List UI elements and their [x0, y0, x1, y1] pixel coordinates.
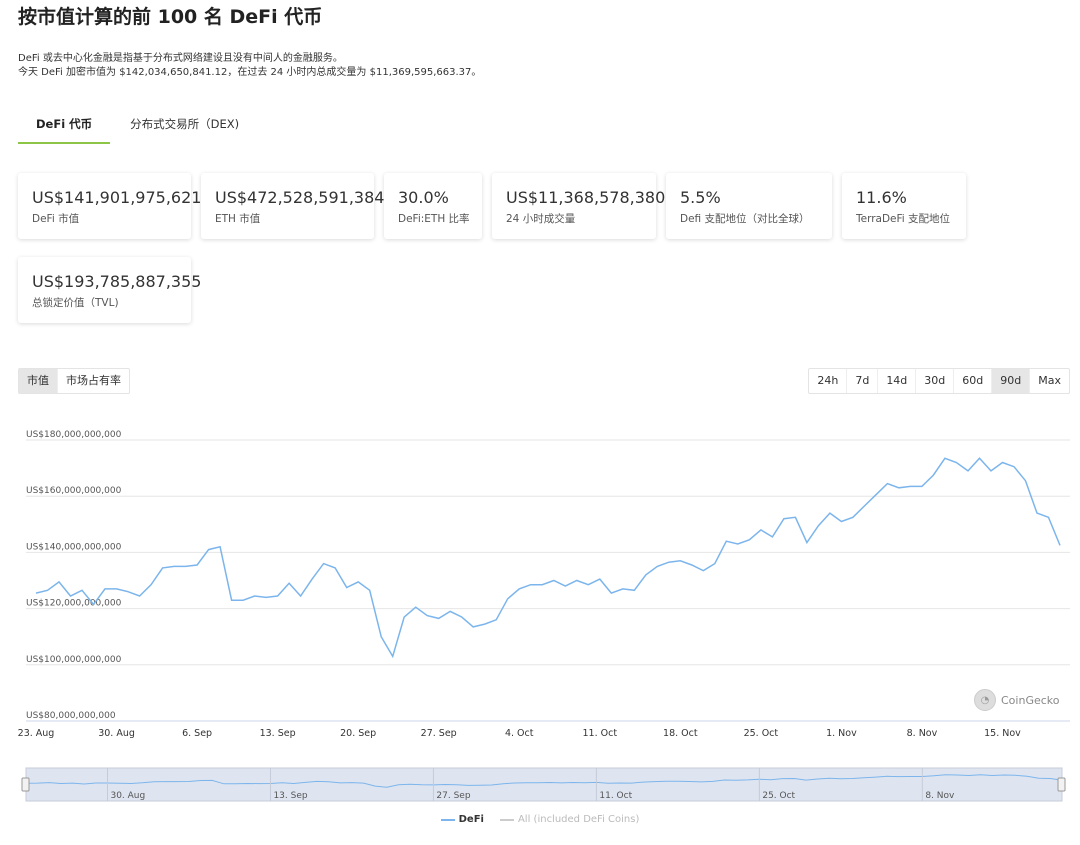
y-tick-label: US$100,000,000,000 [26, 655, 122, 665]
stat-label: ETH 市值 [215, 213, 261, 225]
stat-card-24h-volume: US$11,368,578,380 24 小时成交量 [492, 173, 666, 239]
navigator-label: 27. Sep [436, 791, 470, 801]
stat-label: Defi 支配地位（对比全球） [680, 213, 810, 225]
stat-value: US$141,901,975,621 [32, 188, 202, 207]
chart-tab-market-share[interactable]: 市场占有率 [66, 374, 121, 387]
legend-label: All (included DeFi Coins) [517, 814, 640, 825]
x-tick-label: 23. Aug [18, 728, 55, 739]
tab-defi-tokens[interactable]: DeFi 代币 [18, 108, 111, 144]
x-tick-label: 13. Sep [260, 728, 296, 739]
x-tick-label: 20. Sep [340, 728, 376, 739]
watermark-text: CoinGecko [1001, 693, 1060, 707]
x-tick-label: 8. Nov [907, 728, 938, 739]
stat-label: 总锁定价值（TVL) [32, 297, 119, 309]
navigator-label: 25. Oct [762, 791, 795, 801]
chart-tab-market-cap[interactable]: 市值 [19, 369, 58, 393]
chart-type-toggle: 市值 市场占有率 [18, 368, 130, 394]
x-tick-label: 1. Nov [826, 728, 857, 739]
legend-item-all[interactable]: All (included DeFi Coins) [499, 814, 640, 825]
stat-card-tvl: US$193,785,887,355 总锁定价值（TVL) [18, 257, 202, 323]
stat-label: 24 小时成交量 [506, 213, 576, 225]
stat-card-defi-eth-ratio: 30.0% DeFi:ETH 比率 [384, 173, 482, 239]
navigator-handle-left[interactable] [21, 777, 30, 792]
navigator-label: 30. Aug [110, 791, 145, 801]
legend-line-icon [499, 818, 514, 821]
navigator-label: 13. Sep [273, 791, 307, 801]
stat-value: 5.5% [680, 188, 721, 207]
description-line-2: 今天 DeFi 加密市值为 $142,034,650,841.12，在过去 24… [18, 67, 482, 78]
y-tick-label: US$180,000,000,000 [26, 430, 122, 440]
range-30d-button[interactable]: 30d [916, 369, 955, 393]
page-title: 按市值计算的前 100 名 DeFi 代币 [18, 6, 323, 28]
category-tabs: DeFi 代币 分布式交易所（DEX) [18, 108, 277, 144]
navigator-handle-right[interactable] [1057, 777, 1066, 792]
stat-label: DeFi 市值 [32, 213, 80, 225]
y-tick-label: US$160,000,000,000 [26, 486, 122, 496]
coingecko-logo-icon: ◔ [974, 689, 996, 711]
market-cap-chart[interactable]: US$80,000,000,000 US$100,000,000,000 US$12… [0, 420, 1080, 810]
range-max-button[interactable]: Max [1038, 374, 1061, 387]
navigator-range-selection[interactable] [25, 767, 1063, 802]
range-7d-button[interactable]: 7d [847, 369, 879, 393]
stat-label: DeFi:ETH 比率 [398, 213, 470, 225]
y-tick-label: US$80,000,000,000 [26, 711, 116, 721]
page-description: DeFi 或去中心化金融是指基于分布式网络建设且没有中间人的金融服务。 今天 D… [18, 52, 481, 80]
range-90d-button[interactable]: 90d [992, 369, 1031, 393]
x-tick-label: 30. Aug [98, 728, 135, 739]
y-tick-label: US$120,000,000,000 [26, 599, 122, 609]
time-range-selector: 24h 7d 14d 30d 60d 90d Max [808, 368, 1070, 394]
stat-value: 30.0% [398, 188, 449, 207]
legend-label: DeFi [458, 814, 484, 825]
stat-label: TerraDeFi 支配地位 [856, 213, 951, 225]
range-24h-button[interactable]: 24h [809, 369, 848, 393]
x-tick-label: 4. Oct [505, 728, 534, 739]
navigator-label: 11. Oct [599, 791, 632, 801]
coingecko-watermark: ◔ CoinGecko [974, 689, 1060, 711]
legend-line-icon [440, 818, 455, 821]
series-line-defi [35, 457, 1061, 659]
navigator-series-line [25, 774, 1063, 788]
y-tick-label: US$140,000,000,000 [26, 542, 122, 552]
chart-legend: DeFi All (included DeFi Coins) [0, 814, 1080, 825]
navigator-label: 8. Nov [925, 791, 955, 801]
x-tick-label: 27. Sep [421, 728, 457, 739]
legend-item-defi[interactable]: DeFi [440, 814, 484, 825]
stat-card-eth-market-cap: US$472,528,591,384 ETH 市值 [201, 173, 385, 239]
range-14d-button[interactable]: 14d [878, 369, 917, 393]
description-line-1: DeFi 或去中心化金融是指基于分布式网络建设且没有中间人的金融服务。 [18, 53, 343, 64]
x-tick-label: 25. Oct [744, 728, 779, 739]
stat-value: US$472,528,591,384 [215, 188, 385, 207]
range-60d-button[interactable]: 60d [954, 369, 993, 393]
stat-value: US$11,368,578,380 [506, 188, 666, 207]
x-tick-label: 15. Nov [984, 728, 1021, 739]
stat-card-terradefi-dominance: 11.6% TerraDeFi 支配地位 [842, 173, 966, 239]
stat-card-defi-market-cap: US$141,901,975,621 DeFi 市值 [18, 173, 202, 239]
x-tick-label: 18. Oct [663, 728, 698, 739]
x-tick-label: 6. Sep [182, 728, 212, 739]
stat-value: 11.6% [856, 188, 907, 207]
stat-value: US$193,785,887,355 [32, 272, 202, 291]
x-tick-label: 11. Oct [582, 728, 617, 739]
stat-card-defi-dominance: 5.5% Defi 支配地位（对比全球） [666, 173, 832, 239]
tab-dex[interactable]: 分布式交易所（DEX) [130, 117, 240, 131]
